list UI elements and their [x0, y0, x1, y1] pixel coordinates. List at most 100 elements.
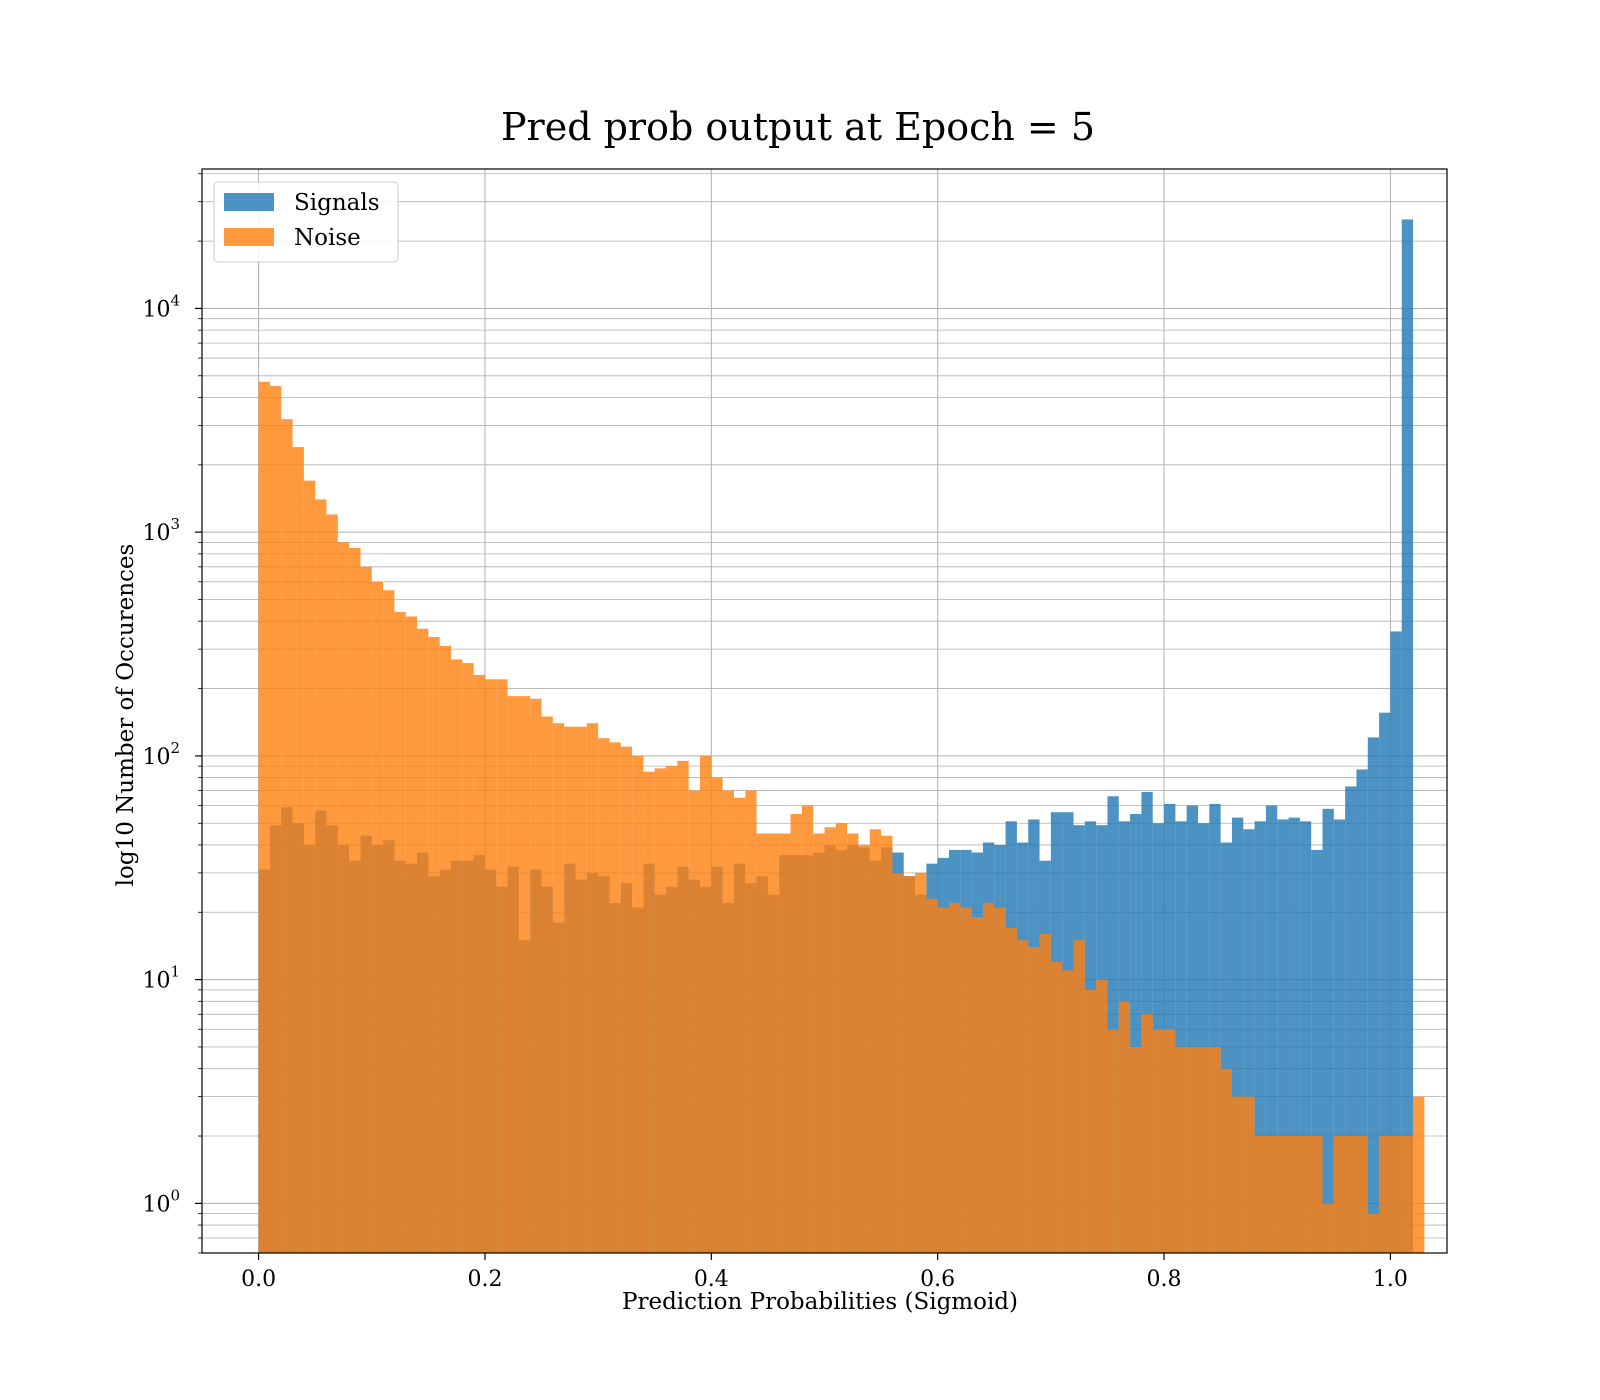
- bar-noise: [994, 907, 1006, 1253]
- bar-noise: [824, 827, 836, 1253]
- bar-noise: [417, 628, 429, 1253]
- histogram-bars: [258, 219, 1425, 1254]
- bar-noise: [1401, 1136, 1414, 1253]
- bar-signals: [1164, 803, 1176, 1253]
- bar-noise: [903, 876, 916, 1253]
- bar-noise: [371, 581, 384, 1253]
- bar-noise: [1277, 1136, 1289, 1253]
- bar-noise: [360, 566, 372, 1253]
- bar-noise: [1028, 946, 1040, 1253]
- bar-noise: [451, 659, 463, 1253]
- bar-noise: [1175, 1046, 1187, 1253]
- bar-noise: [1107, 1029, 1119, 1253]
- bar-noise: [643, 771, 655, 1253]
- bar-noise: [1130, 1046, 1142, 1253]
- bar-noise: [394, 611, 406, 1253]
- bar-noise: [349, 547, 361, 1253]
- bar-noise: [949, 903, 961, 1253]
- bar-noise: [1265, 1136, 1278, 1253]
- bar-noise: [632, 755, 644, 1253]
- bar-noise: [564, 726, 576, 1253]
- bar-signals: [1322, 808, 1334, 1253]
- bar-noise: [1096, 979, 1108, 1253]
- x-tick-label: 0.2: [467, 1267, 502, 1292]
- bar-noise: [1322, 1203, 1334, 1253]
- bar-noise: [258, 381, 270, 1253]
- bar-noise: [575, 726, 587, 1253]
- bar-signals: [1379, 712, 1391, 1253]
- bar-signals: [1367, 737, 1380, 1253]
- bar-noise: [915, 872, 927, 1253]
- x-tick-label: 0.8: [1147, 1267, 1182, 1292]
- bar-noise: [654, 768, 667, 1253]
- bar-noise: [496, 679, 508, 1253]
- bar-signals: [1288, 817, 1300, 1253]
- bar-noise: [688, 790, 700, 1253]
- bar-noise: [982, 903, 995, 1253]
- plot-frame: [201, 168, 1448, 1254]
- bar-noise: [779, 833, 791, 1253]
- bar-signals: [1401, 219, 1414, 1254]
- bar-noise: [1141, 1014, 1153, 1253]
- bar-noise: [1231, 1096, 1244, 1253]
- bar-noise: [1345, 1136, 1357, 1253]
- bar-signals: [1254, 821, 1266, 1253]
- bar-noise: [598, 738, 610, 1253]
- bar-noise: [383, 590, 395, 1253]
- bar-noise: [1209, 1046, 1221, 1253]
- y-tick-label: 100: [142, 1186, 180, 1217]
- bar-noise: [892, 872, 904, 1253]
- bar-noise: [1243, 1096, 1255, 1253]
- bar-noise: [1016, 940, 1029, 1253]
- bar-noise: [881, 835, 893, 1253]
- bar-noise: [1254, 1136, 1266, 1253]
- bar-noise: [1311, 1136, 1323, 1253]
- bar-noise: [1050, 961, 1063, 1253]
- chart-title: Pred prob output at Epoch = 5: [501, 105, 1095, 149]
- bar-noise: [1152, 1029, 1165, 1253]
- bar-noise: [552, 723, 565, 1253]
- bar-signals: [1345, 786, 1357, 1253]
- bar-noise: [847, 833, 859, 1253]
- bar-noise: [1198, 1046, 1210, 1253]
- bar-noise: [609, 742, 621, 1253]
- x-tick-label: 0.6: [920, 1267, 955, 1292]
- bar-noise: [507, 696, 519, 1253]
- bar-noise: [1413, 1096, 1425, 1253]
- legend-label-signals: Signals: [294, 190, 380, 216]
- y-axis-label: log10 Number of Occurences: [113, 544, 139, 887]
- bar-signals: [1175, 821, 1187, 1253]
- bar-signals: [1186, 805, 1198, 1253]
- bar-noise: [269, 386, 282, 1253]
- bar-noise: [428, 636, 440, 1253]
- bar-noise: [733, 797, 746, 1253]
- legend-swatch-signals: [224, 193, 274, 211]
- bar-noise: [1084, 989, 1097, 1253]
- bar-noise: [484, 679, 497, 1253]
- bar-signals: [1277, 819, 1289, 1253]
- bar-noise: [1333, 1136, 1346, 1253]
- bar-noise: [337, 542, 350, 1253]
- bar-noise: [1164, 1029, 1176, 1253]
- bar-noise: [711, 777, 723, 1253]
- bar-noise: [1039, 933, 1051, 1253]
- bar-noise: [281, 419, 293, 1253]
- bar-signals: [1333, 819, 1346, 1253]
- bar-signals: [1130, 813, 1142, 1253]
- bar-noise: [960, 907, 972, 1253]
- x-tick-label: 0.0: [241, 1267, 276, 1292]
- bar-signals: [1198, 823, 1210, 1253]
- bar-noise: [756, 833, 768, 1253]
- bar-noise: [473, 674, 485, 1253]
- x-tick-label: 0.4: [694, 1267, 729, 1292]
- bar-noise: [541, 716, 553, 1253]
- bar-noise: [745, 790, 757, 1253]
- y-tick-label: 102: [142, 739, 180, 770]
- x-tick-label: 1.0: [1373, 1267, 1408, 1292]
- bar-noise: [1220, 1068, 1232, 1253]
- x-axis-label: Prediction Probabilities (Sigmoid): [622, 1289, 1018, 1315]
- y-tick-label: 101: [142, 963, 180, 994]
- bar-signals: [1220, 842, 1232, 1253]
- bar-noise: [586, 723, 599, 1253]
